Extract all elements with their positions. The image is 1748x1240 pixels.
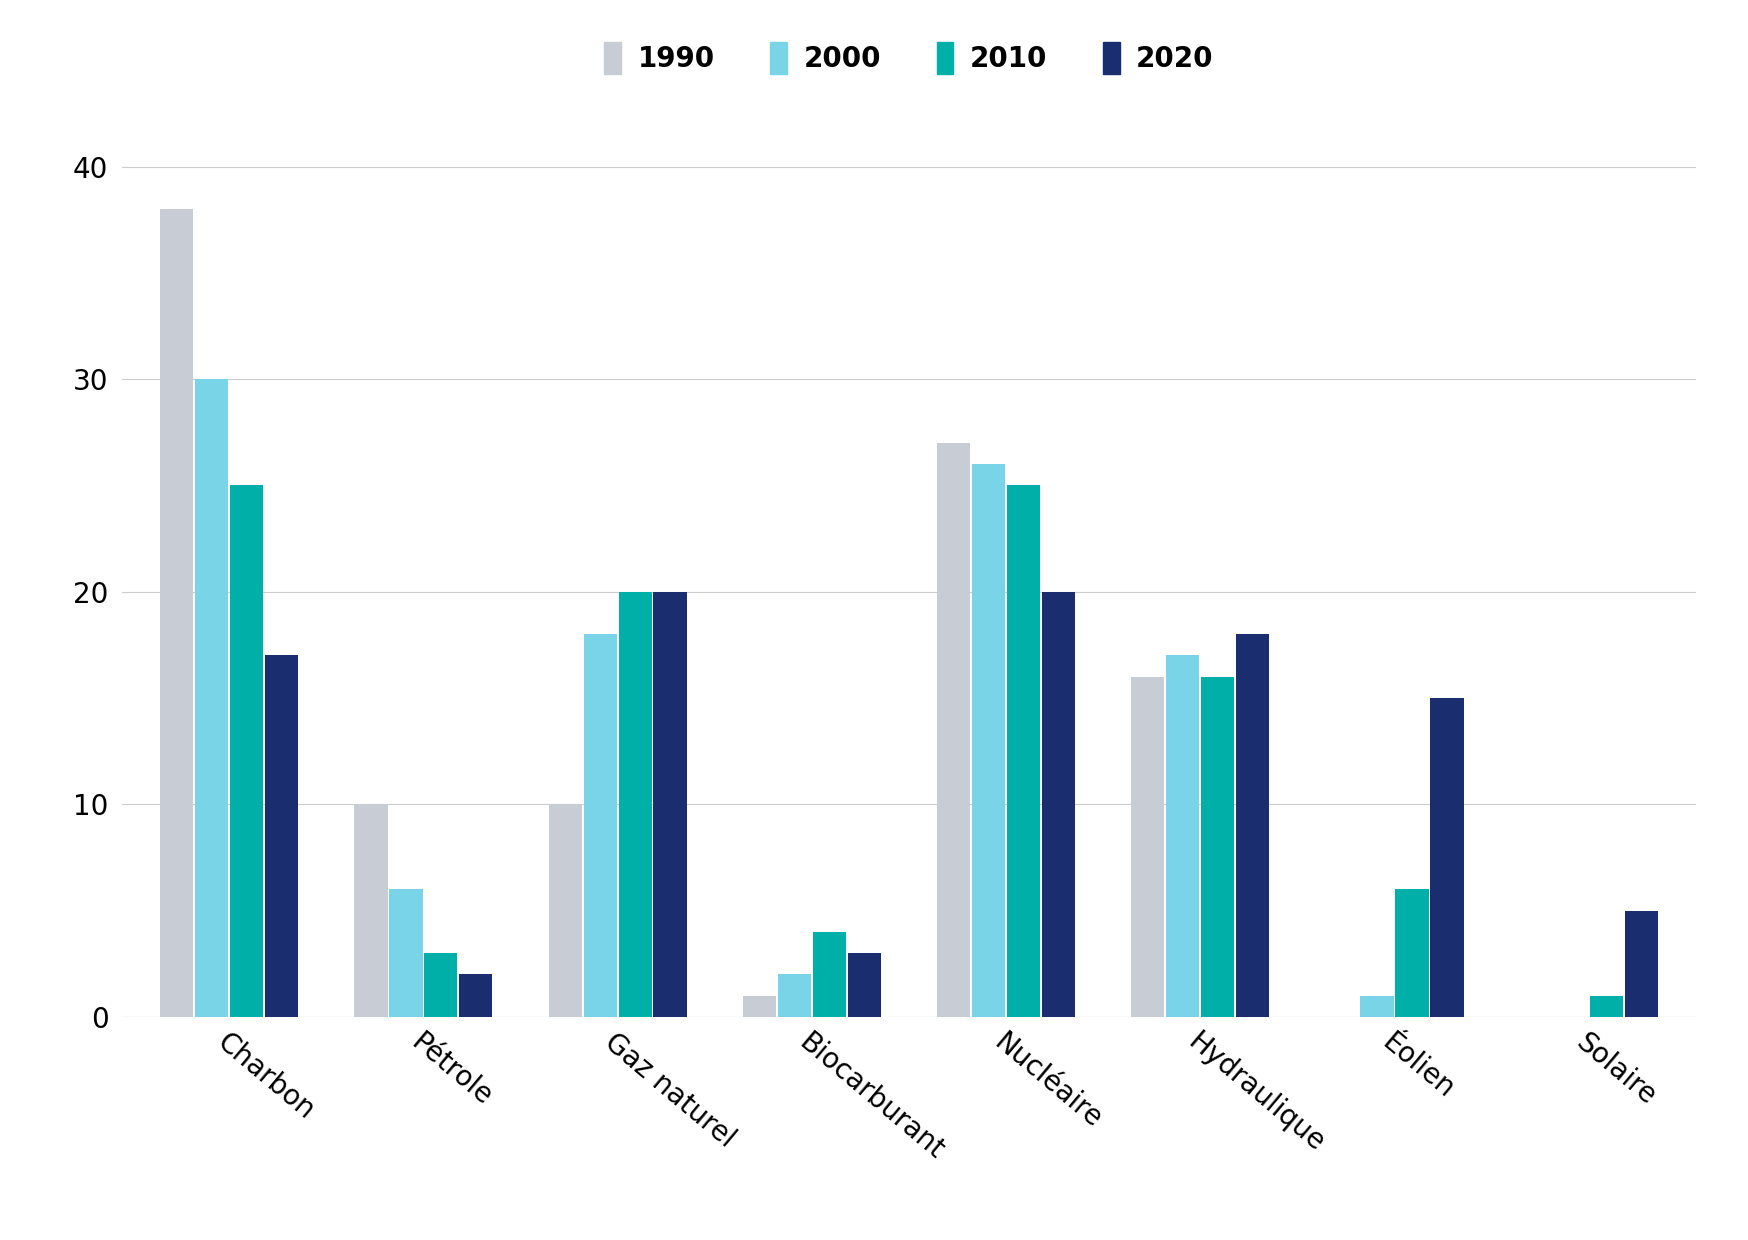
Bar [460, 975, 493, 1017]
Bar [619, 591, 652, 1017]
Bar [425, 954, 458, 1017]
Bar [654, 591, 687, 1017]
Bar [813, 931, 846, 1017]
Bar [743, 996, 776, 1017]
Bar [266, 656, 299, 1017]
Bar [1589, 996, 1622, 1017]
Bar [161, 210, 194, 1017]
Bar [231, 485, 264, 1017]
Bar [1236, 634, 1269, 1017]
Bar [972, 464, 1005, 1017]
Bar [848, 954, 881, 1017]
Bar [1201, 677, 1234, 1017]
Bar [1624, 910, 1657, 1017]
Bar [1360, 996, 1393, 1017]
Bar [778, 975, 811, 1017]
Bar [937, 443, 970, 1017]
Bar [1042, 591, 1075, 1017]
Bar [584, 634, 617, 1017]
Bar [1166, 656, 1199, 1017]
Legend: 1990, 2000, 2010, 2020: 1990, 2000, 2010, 2020 [593, 31, 1225, 86]
Bar [1131, 677, 1164, 1017]
Bar [1007, 485, 1040, 1017]
Bar [355, 805, 388, 1017]
Bar [196, 379, 229, 1017]
Bar [1430, 698, 1463, 1017]
Bar [390, 889, 423, 1017]
Bar [1395, 889, 1428, 1017]
Bar [549, 805, 582, 1017]
